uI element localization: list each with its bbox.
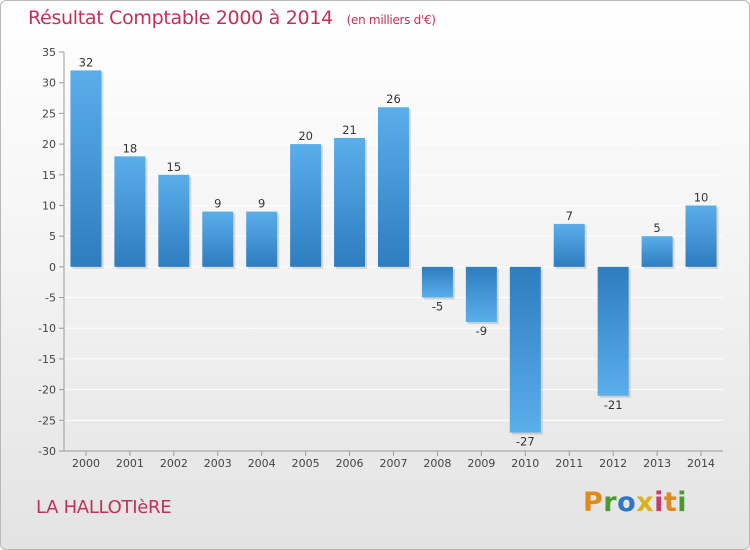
value-label-2011: 7 — [566, 209, 573, 223]
y-tick-label: 5 — [49, 230, 56, 243]
y-tick-label: 15 — [42, 169, 56, 182]
bar-2007 — [378, 107, 409, 267]
value-label-2007: 26 — [386, 92, 401, 106]
bar-2006 — [334, 137, 366, 267]
bar-2011 — [553, 223, 585, 267]
bar-2005 — [290, 144, 322, 267]
bar-2000 — [70, 70, 102, 267]
bar-2004 — [246, 211, 278, 267]
x-tick-label-2010: 2010 — [511, 457, 539, 470]
proxiti-logo: Proxiti — [583, 487, 687, 518]
logo-letter: o — [617, 487, 637, 518]
bar-2010 — [509, 266, 541, 433]
axis-layer: 35 30 25 20 15 10 5 0 -5 -10 -15 -20 -25 -30 2000 2001 2… — [38, 46, 723, 470]
commune-name: LA HALLOTIèRE — [36, 497, 172, 518]
bar-2012 — [597, 266, 629, 396]
x-tick-label-2000: 2000 — [72, 457, 100, 470]
value-label-2012: -21 — [604, 398, 623, 412]
y-tick-label: -25 — [38, 414, 56, 427]
y-tick-label: 10 — [42, 199, 56, 212]
x-tick-label-2005: 2005 — [292, 457, 320, 470]
x-tick-label-2013: 2013 — [643, 457, 671, 470]
bar-2001 — [114, 156, 146, 267]
x-tick-label-2006: 2006 — [336, 457, 364, 470]
logo-letter: P — [583, 487, 604, 518]
x-tick-label-2014: 2014 — [687, 457, 715, 470]
y-tick-label: 25 — [42, 107, 56, 120]
x-tick-label-2004: 2004 — [248, 457, 276, 470]
x-tick-label-2009: 2009 — [467, 457, 495, 470]
x-tick-label-2008: 2008 — [423, 457, 451, 470]
bar-2008 — [421, 266, 453, 298]
logo-letter: x — [636, 487, 655, 518]
chart-unit: (en milliers d'€) — [346, 13, 436, 27]
value-label-2006: 21 — [342, 123, 357, 137]
value-label-2004: 9 — [258, 197, 265, 211]
value-label-2003: 9 — [214, 197, 221, 211]
y-tick-label: 20 — [42, 138, 56, 151]
bars-layer: 32 18 15 9 9 20 21 26 -5 -9 -27 7 -21 5 10 — [70, 55, 719, 449]
logo-letter: i — [677, 487, 688, 518]
y-tick-label: -10 — [38, 322, 56, 335]
x-tick-label-2012: 2012 — [599, 457, 627, 470]
value-label-2001: 18 — [123, 141, 138, 155]
bar-2013 — [641, 236, 673, 267]
value-label-2002: 15 — [167, 160, 182, 174]
bar-2002 — [158, 174, 190, 267]
y-tick-label: -15 — [38, 353, 56, 366]
y-tick-label: -30 — [38, 445, 56, 458]
y-tick-label: -5 — [45, 292, 56, 305]
x-tick-label-2001: 2001 — [116, 457, 144, 470]
value-label-2013: 5 — [653, 221, 660, 235]
y-tick-label: 30 — [42, 77, 56, 90]
x-tick-label-2007: 2007 — [380, 457, 408, 470]
logo-letter: t — [663, 487, 678, 518]
value-label-2000: 32 — [79, 55, 94, 69]
value-label-2014: 10 — [694, 190, 709, 204]
bar-2009 — [465, 266, 497, 323]
value-label-2009: -9 — [476, 324, 487, 338]
bar-2014 — [685, 205, 717, 267]
chart-title: Résultat Comptable 2000 à 2014 (en milli… — [28, 7, 436, 29]
value-label-2010: -27 — [516, 435, 535, 449]
bar-2003 — [202, 211, 234, 267]
x-tick-label-2003: 2003 — [204, 457, 232, 470]
value-label-2005: 20 — [298, 129, 313, 143]
y-tick-label: 0 — [49, 261, 56, 274]
value-label-2008: -5 — [432, 300, 443, 314]
logo-letter: r — [603, 487, 618, 518]
x-tick-label-2002: 2002 — [160, 457, 188, 470]
logo-letter: i — [654, 487, 664, 518]
y-tick-label: -20 — [38, 384, 56, 397]
chart-title-text: Résultat Comptable 2000 à 2014 — [28, 7, 333, 29]
y-tick-label: 35 — [42, 46, 56, 59]
x-tick-label-2011: 2011 — [555, 457, 583, 470]
